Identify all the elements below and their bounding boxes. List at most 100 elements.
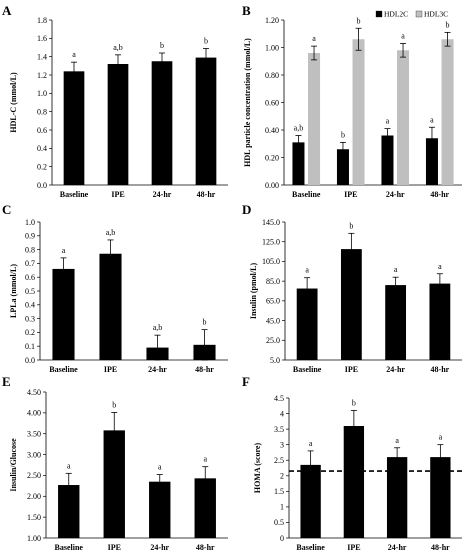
bar-value	[429, 283, 451, 360]
chart-panel-f: F HOMA (score) 0 0.5 1 1.5 2 2.5 3 3.5 4 4.5 Baselin…	[242, 374, 462, 552]
x-tick-label: 48-hr	[195, 365, 214, 374]
y-tick-label: 4.5	[274, 394, 284, 403]
significance-label: a,b	[106, 228, 116, 237]
y-tick-label: 1.00	[265, 43, 279, 52]
y-tick-label: 1.5	[274, 487, 284, 496]
x-tick-label: 48-hr	[197, 190, 216, 199]
bar-value	[151, 61, 173, 185]
y-tick-label: 105.0	[262, 257, 280, 266]
significance-label: a	[305, 266, 309, 275]
bar-value	[296, 288, 318, 360]
x-tick-label: 48-hr	[431, 365, 450, 374]
x-tick-label: IPE	[111, 190, 124, 199]
y-tick-label: 45.0	[266, 316, 280, 325]
y-tick-label: 0.0	[37, 181, 47, 190]
y-tick-label: 1.4	[37, 52, 47, 61]
x-tick-label: 24-hr	[148, 365, 167, 374]
significance-label: a	[62, 246, 66, 255]
significance-label: a	[430, 115, 434, 124]
y-tick-label: 0.7	[25, 259, 35, 268]
significance-label: a	[203, 455, 207, 464]
bar-value	[385, 285, 407, 360]
bar-value	[103, 430, 125, 538]
panel-label: F	[242, 374, 250, 389]
y-tick-label: 65.0	[266, 297, 280, 306]
y-tick-label: 3.00	[27, 450, 41, 459]
significance-label: a	[386, 117, 390, 126]
bar-hdl2c	[292, 142, 305, 185]
y-tick-label: 2.00	[27, 492, 41, 501]
y-axis-title: HOMA (score)	[253, 443, 262, 494]
y-axis-title: Insulin (pmol/L)	[249, 263, 258, 320]
y-tick-label: 145.0	[262, 218, 280, 227]
chart-panel-b: B HDL particle concentration (mmol/L) 0.00…	[242, 3, 462, 199]
y-axis-title: Insulin/Glucose	[9, 438, 18, 492]
legend-label: HDL3C	[424, 10, 448, 19]
bar-hdl2c	[381, 135, 394, 185]
y-tick-label: 3.5	[274, 425, 284, 434]
panel-label: B	[242, 3, 251, 18]
y-axis-title: HDL-C (mmol/L)	[9, 72, 18, 133]
y-tick-label: 1.20	[265, 16, 279, 25]
bar-value	[99, 253, 122, 360]
y-tick-label: 0.0	[25, 356, 35, 365]
x-tick-label: 24-hr	[386, 365, 405, 374]
y-tick-label: 4.50	[27, 388, 41, 397]
bar-hdl2c	[336, 149, 349, 185]
x-tick-label: Baseline	[60, 190, 89, 199]
bar-value	[149, 481, 171, 538]
y-tick-label: 25.0	[266, 336, 280, 345]
y-tick-label: 0.8	[25, 245, 35, 254]
bar-value	[300, 464, 321, 538]
y-tick-label: 0.4	[25, 301, 35, 310]
significance-label: a,b	[294, 124, 304, 133]
bar-value	[58, 485, 80, 538]
x-tick-label: IPE	[344, 190, 357, 199]
y-tick-label: 1.2	[37, 71, 47, 80]
y-tick-label: 0.3	[25, 314, 35, 323]
chart-panel-d: D Insulin (pmol/L) 5.0 25.0 45.0 65.0 85.0 105.…	[242, 202, 462, 374]
x-tick-label: 48-hr	[430, 190, 449, 199]
y-tick-label: 0.00	[265, 181, 279, 190]
x-tick-label: 48-hr	[196, 543, 215, 552]
significance-label: b	[203, 318, 207, 327]
y-tick-label: 1.00	[27, 534, 41, 543]
bar-value	[340, 249, 362, 360]
significance-label: a	[67, 461, 71, 470]
y-tick-label: 0.20	[265, 153, 279, 162]
y-tick-label: 1	[280, 503, 284, 512]
y-tick-label: 5.0	[270, 356, 280, 365]
x-tick-label: 24-hr	[388, 543, 407, 552]
bar-hdl2c	[425, 138, 438, 185]
significance-label: a	[158, 463, 162, 472]
significance-label: b	[112, 400, 116, 409]
y-tick-label: 0.5	[274, 518, 284, 527]
significance-label: b	[357, 16, 361, 25]
y-tick-label: 0.60	[265, 98, 279, 107]
bar-value	[195, 57, 217, 186]
significance-label: a	[438, 262, 442, 271]
bar-hdl3c	[397, 50, 410, 185]
bar-value	[343, 426, 365, 538]
y-axis-title: HDL particle concentration (mmol/L)	[243, 38, 252, 167]
y-tick-label: 0.6	[25, 273, 35, 282]
y-tick-label: 0.4	[37, 144, 47, 153]
y-tick-label: 0.5	[25, 287, 35, 296]
x-tick-label: IPE	[108, 543, 121, 552]
x-tick-label: 48-hr	[431, 543, 450, 552]
significance-label: a,b	[113, 43, 123, 52]
y-tick-label: 125.0	[262, 238, 280, 247]
panel-label: C	[2, 202, 11, 217]
bar-value	[386, 457, 408, 538]
y-tick-label: 0	[280, 534, 284, 543]
significance-label: b	[352, 398, 356, 407]
significance-label: a	[312, 34, 316, 43]
bar-value	[52, 268, 75, 360]
bar-hdl3c	[352, 39, 365, 185]
significance-label: b	[349, 221, 353, 230]
bar-value	[430, 457, 451, 538]
y-tick-label: 2.50	[27, 471, 41, 480]
y-tick-label: 4	[280, 409, 284, 418]
y-tick-label: 0.2	[25, 328, 35, 337]
